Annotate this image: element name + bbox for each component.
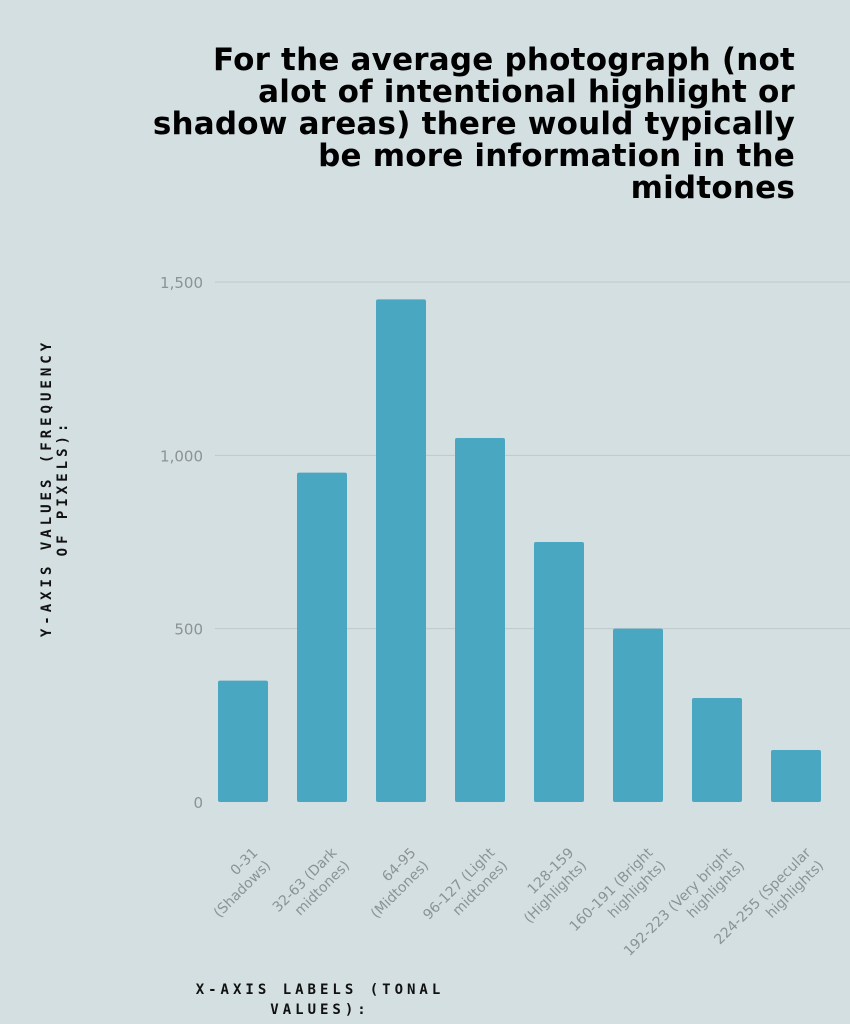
y-tick-label: 1,500 xyxy=(160,274,203,292)
bar xyxy=(297,472,347,802)
bar xyxy=(218,680,268,802)
bar xyxy=(534,542,584,802)
chart-title: For the average photograph (not alot of … xyxy=(152,42,795,206)
x-tick-label: 0-31(Shadows) xyxy=(211,845,274,921)
bar xyxy=(771,750,821,802)
y-tick-label: 1,000 xyxy=(160,447,203,465)
y-tick-label: 0 xyxy=(193,794,203,812)
x-axis-label: X-AXIS LABELS (TONAL VALUES): xyxy=(195,982,445,1018)
bar xyxy=(455,438,505,802)
y-tick-label: 500 xyxy=(174,621,203,639)
bar xyxy=(613,628,663,802)
bar xyxy=(376,299,426,802)
bar xyxy=(692,698,742,802)
